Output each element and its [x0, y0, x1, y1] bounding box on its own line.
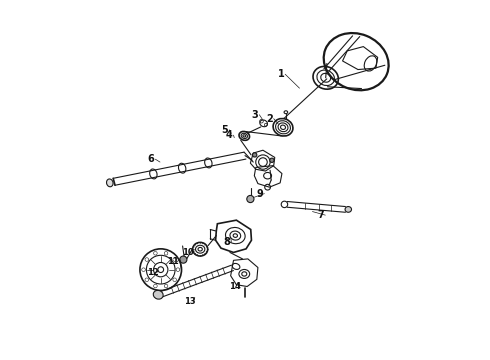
- Text: 3: 3: [252, 110, 258, 120]
- Text: 14: 14: [229, 282, 241, 291]
- Circle shape: [180, 256, 187, 263]
- Text: 6: 6: [147, 154, 154, 164]
- Circle shape: [270, 158, 274, 162]
- Text: 12: 12: [147, 268, 158, 277]
- Text: 1: 1: [277, 69, 284, 79]
- Circle shape: [252, 153, 257, 157]
- Text: 9: 9: [257, 189, 264, 199]
- Text: 10: 10: [183, 248, 194, 257]
- Text: 2: 2: [266, 114, 273, 124]
- Circle shape: [247, 195, 254, 203]
- Ellipse shape: [106, 179, 113, 187]
- Ellipse shape: [153, 291, 163, 299]
- Text: 5: 5: [221, 125, 228, 135]
- Text: 4: 4: [226, 130, 233, 140]
- Text: 13: 13: [184, 297, 195, 306]
- Ellipse shape: [345, 207, 351, 212]
- Text: 8: 8: [223, 237, 230, 247]
- Text: 11: 11: [167, 257, 178, 266]
- Text: 7: 7: [318, 210, 324, 220]
